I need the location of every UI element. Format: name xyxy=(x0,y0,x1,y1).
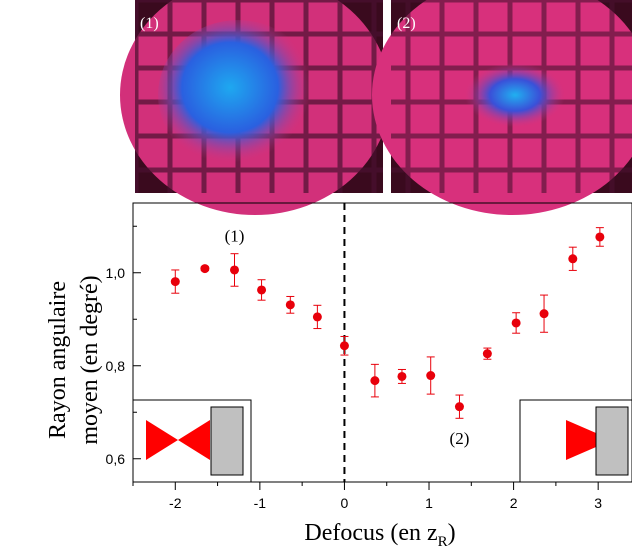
x-tick-label: 3 xyxy=(594,495,602,511)
point xyxy=(454,402,464,412)
point xyxy=(595,232,605,242)
point xyxy=(200,264,210,274)
photo-label: (1) xyxy=(140,15,159,32)
point xyxy=(426,371,436,381)
x-label-sub: R xyxy=(438,534,448,550)
point xyxy=(397,371,407,381)
x-tick-label: -1 xyxy=(254,495,267,511)
point xyxy=(511,318,521,328)
y-tick-label: 1,0 xyxy=(106,265,126,281)
point xyxy=(370,376,380,386)
point xyxy=(312,312,322,322)
point xyxy=(482,349,492,359)
x-tick-label: 1 xyxy=(425,495,433,511)
x-tick-label: -2 xyxy=(169,495,182,511)
x-label-main: Defocus (en z xyxy=(304,520,437,546)
photo-label: (2) xyxy=(397,15,416,32)
point xyxy=(339,341,349,351)
y-label: moyen (en degré) xyxy=(77,275,103,444)
photo-2 xyxy=(372,0,632,215)
point xyxy=(568,254,578,264)
y-label: Rayon angulaire xyxy=(45,281,71,439)
point xyxy=(229,265,239,275)
inset-left xyxy=(132,399,252,483)
y-tick-label: 0,8 xyxy=(106,358,126,374)
annotation: (1) xyxy=(225,227,245,246)
point xyxy=(539,309,549,319)
x-label-end: ) xyxy=(448,520,456,546)
plot-frame xyxy=(132,202,632,483)
photo-1 xyxy=(120,0,390,215)
point xyxy=(170,277,180,287)
y-tick-label: 0,6 xyxy=(106,451,126,467)
x-tick-label: 2 xyxy=(510,495,518,511)
x-tick-label: 0 xyxy=(341,495,349,511)
x-label: Defocus (en zR) xyxy=(304,520,455,550)
point xyxy=(285,300,295,310)
inset-right xyxy=(519,399,632,483)
point xyxy=(257,285,267,295)
annotation: (2) xyxy=(450,429,470,448)
